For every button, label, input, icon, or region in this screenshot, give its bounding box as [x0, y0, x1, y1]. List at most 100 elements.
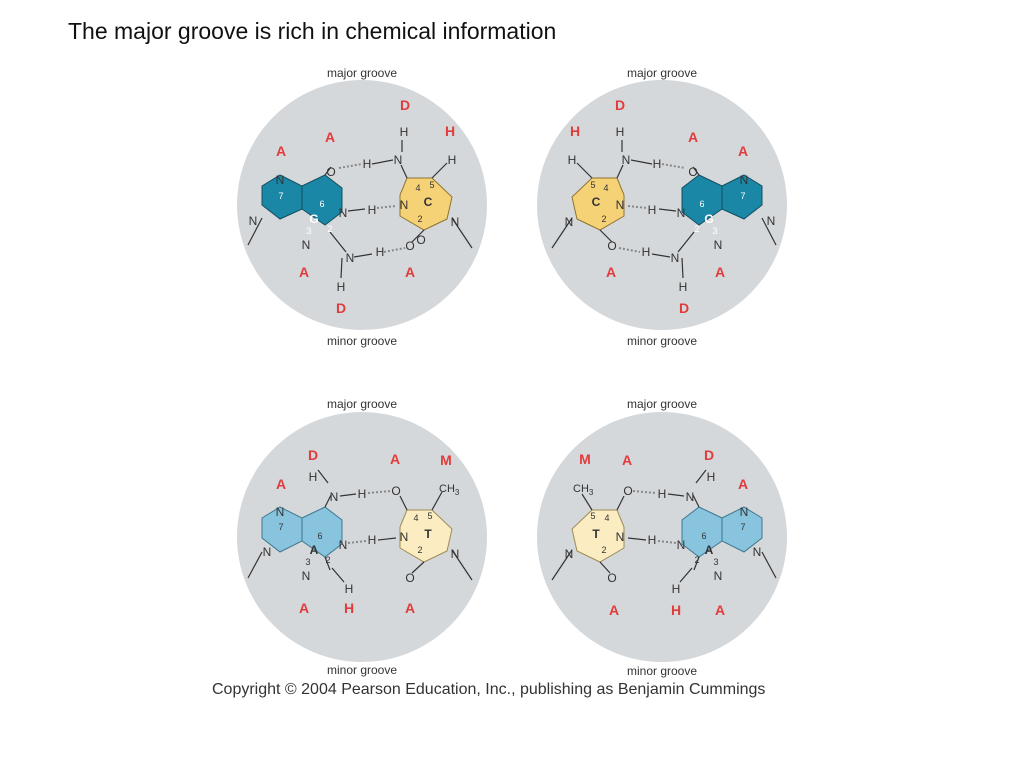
svg-text:5: 5: [590, 511, 595, 521]
svg-text:H: H: [358, 487, 367, 501]
major-groove-label: major groove: [627, 397, 697, 411]
svg-text:O: O: [405, 239, 414, 253]
svg-text:H: H: [648, 203, 657, 217]
svg-text:6: 6: [319, 199, 324, 209]
svg-text:M: M: [579, 451, 591, 467]
svg-text:D: D: [400, 97, 410, 113]
major-groove-label: major groove: [627, 66, 697, 80]
svg-text:N: N: [346, 251, 355, 265]
svg-text:N: N: [686, 490, 695, 504]
svg-text:N: N: [339, 206, 348, 220]
copyright-notice: Copyright © 2004 Pearson Education, Inc.…: [212, 681, 766, 698]
adenine-five-ring: [721, 506, 763, 553]
svg-text:N: N: [302, 569, 311, 583]
panel-cg: major groove minor groove H H N H O N H: [537, 66, 787, 348]
svg-text:O: O: [391, 484, 400, 498]
svg-text:6: 6: [701, 531, 706, 541]
svg-text:D: D: [704, 447, 714, 463]
svg-text:O: O: [688, 165, 697, 179]
groove-codes: M A D A A H A: [579, 447, 748, 618]
svg-text:H: H: [570, 123, 580, 139]
svg-text:N: N: [616, 530, 625, 544]
minor-groove-label: minor groove: [327, 334, 397, 348]
svg-text:N: N: [565, 547, 574, 561]
svg-text:H: H: [672, 582, 681, 596]
svg-text:N: N: [400, 530, 409, 544]
svg-text:H: H: [344, 600, 354, 616]
svg-text:3: 3: [712, 226, 717, 236]
groove-codes: A D A M A H A: [276, 447, 452, 616]
svg-text:7: 7: [278, 522, 283, 532]
atom-labels: H H N H O N H N O H N H N N N N: [565, 125, 776, 294]
svg-text:M: M: [440, 452, 452, 468]
svg-text:H: H: [368, 533, 377, 547]
minor-groove-label: minor groove: [627, 334, 697, 348]
svg-text:H: H: [309, 470, 318, 484]
svg-text:N: N: [565, 215, 574, 229]
svg-text:O: O: [326, 165, 335, 179]
svg-text:H: H: [568, 153, 577, 167]
svg-text:A: A: [738, 143, 748, 159]
svg-text:H: H: [448, 153, 457, 167]
svg-text:A: A: [276, 143, 286, 159]
svg-text:N: N: [714, 569, 723, 583]
thymine-ring: [571, 509, 625, 563]
svg-text:A: A: [688, 129, 698, 145]
svg-text:4: 4: [603, 183, 608, 193]
svg-text:N: N: [451, 215, 460, 229]
base-letter-c: C: [592, 195, 601, 209]
panel-gc: major groove minor groove O H N H: [237, 66, 487, 348]
svg-text:H: H: [337, 280, 346, 294]
svg-text:N: N: [714, 238, 723, 252]
svg-text:N: N: [616, 198, 625, 212]
svg-text:2: 2: [417, 214, 422, 224]
svg-text:O: O: [623, 484, 632, 498]
svg-text:H: H: [707, 470, 716, 484]
svg-text:N: N: [394, 153, 403, 167]
svg-text:A: A: [299, 600, 309, 616]
svg-text:H: H: [345, 582, 354, 596]
svg-text:N: N: [677, 206, 686, 220]
panel-background-circle: [537, 412, 787, 662]
svg-text:N: N: [249, 214, 258, 228]
svg-text:N: N: [302, 238, 311, 252]
svg-text:2: 2: [694, 224, 699, 234]
svg-text:3: 3: [305, 557, 310, 567]
svg-text:A: A: [738, 476, 748, 492]
groove-codes: A A D H A D A: [276, 97, 455, 316]
svg-text:N: N: [740, 505, 749, 519]
svg-text:5: 5: [427, 511, 432, 521]
svg-text:H: H: [445, 123, 455, 139]
svg-text:N: N: [451, 547, 460, 561]
svg-text:D: D: [679, 300, 689, 316]
svg-text:2: 2: [325, 555, 330, 565]
cytosine-ring: [399, 177, 453, 231]
groove-codes: H D A A A D A: [570, 97, 748, 316]
svg-text:N: N: [677, 538, 686, 552]
svg-text:A: A: [609, 602, 619, 618]
svg-text:7: 7: [278, 191, 283, 201]
svg-text:H: H: [400, 125, 409, 139]
svg-text:O: O: [405, 571, 414, 585]
svg-text:N: N: [753, 545, 762, 559]
svg-text:A: A: [299, 264, 309, 280]
svg-text:2: 2: [417, 545, 422, 555]
svg-text:H: H: [642, 245, 651, 259]
svg-text:H: H: [653, 157, 662, 171]
svg-text:N: N: [263, 545, 272, 559]
svg-text:N: N: [622, 153, 631, 167]
svg-text:A: A: [325, 129, 335, 145]
panel-background-circle: [237, 80, 487, 330]
svg-text:4: 4: [413, 513, 418, 523]
svg-text:H: H: [658, 487, 667, 501]
svg-text:A: A: [622, 452, 632, 468]
svg-text:N: N: [767, 214, 776, 228]
svg-text:7: 7: [740, 191, 745, 201]
svg-text:H: H: [363, 157, 372, 171]
backbone-bond: [247, 217, 263, 246]
panel-background-circle: [537, 80, 787, 330]
base-letter-g: G: [309, 212, 318, 226]
svg-text:6: 6: [699, 199, 704, 209]
svg-text:D: D: [336, 300, 346, 316]
